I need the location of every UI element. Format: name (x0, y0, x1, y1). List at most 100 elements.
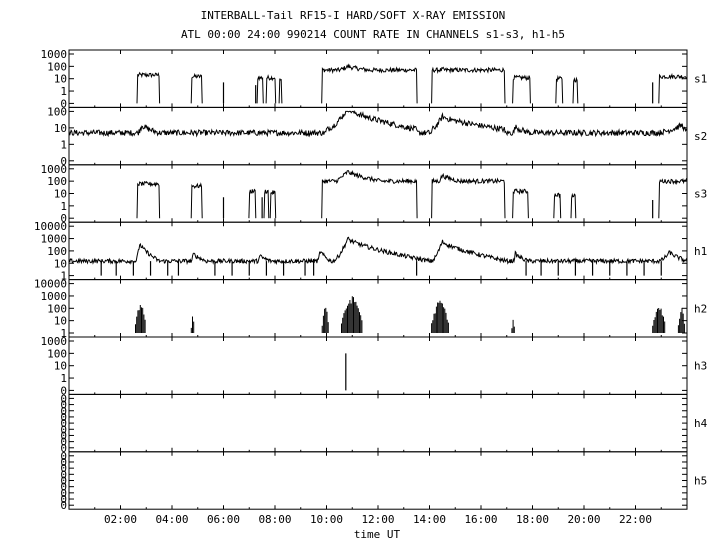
panel-label-s2: s2 (694, 130, 707, 143)
y-tick-label-s2: 0 (60, 155, 67, 168)
y-tick-label-h4: 0 (60, 417, 67, 430)
y-tick-label-s1: 1 (60, 85, 67, 98)
y-tick-label-h1: 1000 (41, 233, 68, 246)
burst-h2-2 (321, 307, 329, 333)
panel-frame-h4 (68, 393, 688, 453)
y-tick-label-h4: 0 (60, 442, 67, 455)
chart-title: INTERBALL-Tail RF15-I HARD/SOFT X-RAY EM… (201, 9, 506, 22)
panel-stack: 10001001010s11001010s210001001010s310000… (34, 48, 708, 512)
y-tick-label-s1: 0 (60, 97, 67, 110)
x-tick-label: 22:00 (619, 513, 652, 526)
trace-s3 (136, 169, 687, 219)
panel-frame-h2 (68, 279, 688, 338)
y-tick-label-s3: 1 (60, 200, 67, 213)
panel-frame-s3 (68, 164, 688, 223)
series-line-s2 (69, 109, 687, 138)
y-tick-label-h4: 0 (60, 429, 67, 442)
y-tick-label-h5: 0 (60, 468, 67, 481)
x-axis-label: time UT (354, 528, 401, 541)
x-axis: 02:00 04:00 06:00 08:00 10:00 12:00 14:00 16:00… (104, 513, 652, 526)
y-tick-label-h4: 0 (60, 411, 67, 424)
y-tick-label-s2: 1 (60, 138, 67, 151)
x-tick-label: 08:00 (258, 513, 291, 526)
burst-h2-0 (135, 305, 146, 333)
x-tick-label: 06:00 (207, 513, 240, 526)
y-tick-label-h4: 0 (60, 423, 67, 436)
x-tick-label: 16:00 (464, 513, 497, 526)
x-tick-label: 02:00 (104, 513, 137, 526)
y-tick-label-h5: 0 (60, 450, 67, 463)
y-tick-label-h2: 10000 (34, 278, 67, 291)
panel-frame-s1 (68, 49, 688, 108)
burst-h2-6 (652, 308, 666, 333)
burst-h2-5 (511, 319, 515, 333)
burst-h2-3 (341, 296, 363, 333)
y-tick-label-h2: 100 (47, 302, 67, 315)
x-tick-label: 14:00 (413, 513, 446, 526)
panel-frame-s2 (68, 106, 688, 166)
panel-label-h3: h3 (694, 360, 707, 373)
x-tick-label: 10:00 (310, 513, 343, 526)
y-tick-label-h5: 0 (60, 481, 67, 494)
y-tick-label-h5: 0 (60, 493, 67, 506)
y-tick-label-h2: 10 (54, 315, 67, 328)
y-tick-label-s1: 1000 (41, 48, 68, 61)
y-tick-label-h5: 0 (60, 499, 67, 512)
y-tick-label-h3: 1000 (41, 335, 68, 348)
y-tick-label-h5: 0 (60, 475, 67, 488)
y-tick-label-h1: 100 (47, 245, 67, 258)
x-tick-label: 12:00 (361, 513, 394, 526)
panel-label-s3: s3 (694, 188, 707, 201)
y-tick-label-h2: 1 (60, 327, 67, 340)
trace-h2 (135, 296, 685, 333)
y-tick-label-h1: 1 (60, 270, 67, 283)
y-tick-label-h5: 0 (60, 487, 67, 500)
y-tick-label-s3: 0 (60, 212, 67, 225)
panel-label-h2: h2 (694, 302, 707, 315)
panel-frame-h5 (68, 451, 688, 510)
trace-s2 (69, 109, 687, 138)
burst-h2-1 (190, 316, 195, 333)
panel-label-h1: h1 (694, 245, 707, 258)
y-tick-label-h4: 0 (60, 436, 67, 449)
y-tick-label-h3: 100 (47, 347, 67, 360)
panel-label-h4: h4 (694, 417, 708, 430)
y-tick-label-s1: 100 (47, 60, 67, 73)
y-tick-label-h4: 0 (60, 399, 67, 412)
y-tick-label-s3: 1000 (41, 163, 68, 176)
trace-s1 (136, 63, 687, 104)
x-tick-label: 20:00 (567, 513, 600, 526)
trace-h1 (69, 236, 687, 276)
burst-h2-7 (677, 307, 685, 333)
y-tick-label-h4: 0 (60, 392, 67, 405)
y-tick-label-s1: 10 (54, 73, 67, 86)
burst-h2-4 (431, 300, 449, 333)
y-tick-label-h2: 1000 (41, 290, 68, 303)
y-tick-label-s2: 10 (54, 122, 67, 135)
y-tick-label-h5: 0 (60, 456, 67, 469)
y-tick-label-h4: 0 (60, 405, 67, 418)
panel-label-h5: h5 (694, 475, 707, 488)
y-tick-label-h1: 10 (54, 257, 67, 270)
x-tick-label: 18:00 (516, 513, 549, 526)
series-line-h1 (69, 236, 687, 266)
series-line-s1 (136, 63, 687, 104)
panel-frame-h3 (68, 336, 688, 395)
y-tick-label-s3: 10 (54, 188, 67, 201)
y-tick-label-h3: 0 (60, 384, 67, 397)
chart-subtitle: ATL 00:00 24:00 990214 COUNT RATE IN CHA… (181, 28, 565, 41)
y-tick-label-h3: 1 (60, 372, 67, 385)
y-tick-label-h3: 10 (54, 360, 67, 373)
series-line-s3 (136, 169, 687, 219)
panel-label-s1: s1 (694, 73, 707, 86)
y-tick-label-h5: 0 (60, 462, 67, 475)
